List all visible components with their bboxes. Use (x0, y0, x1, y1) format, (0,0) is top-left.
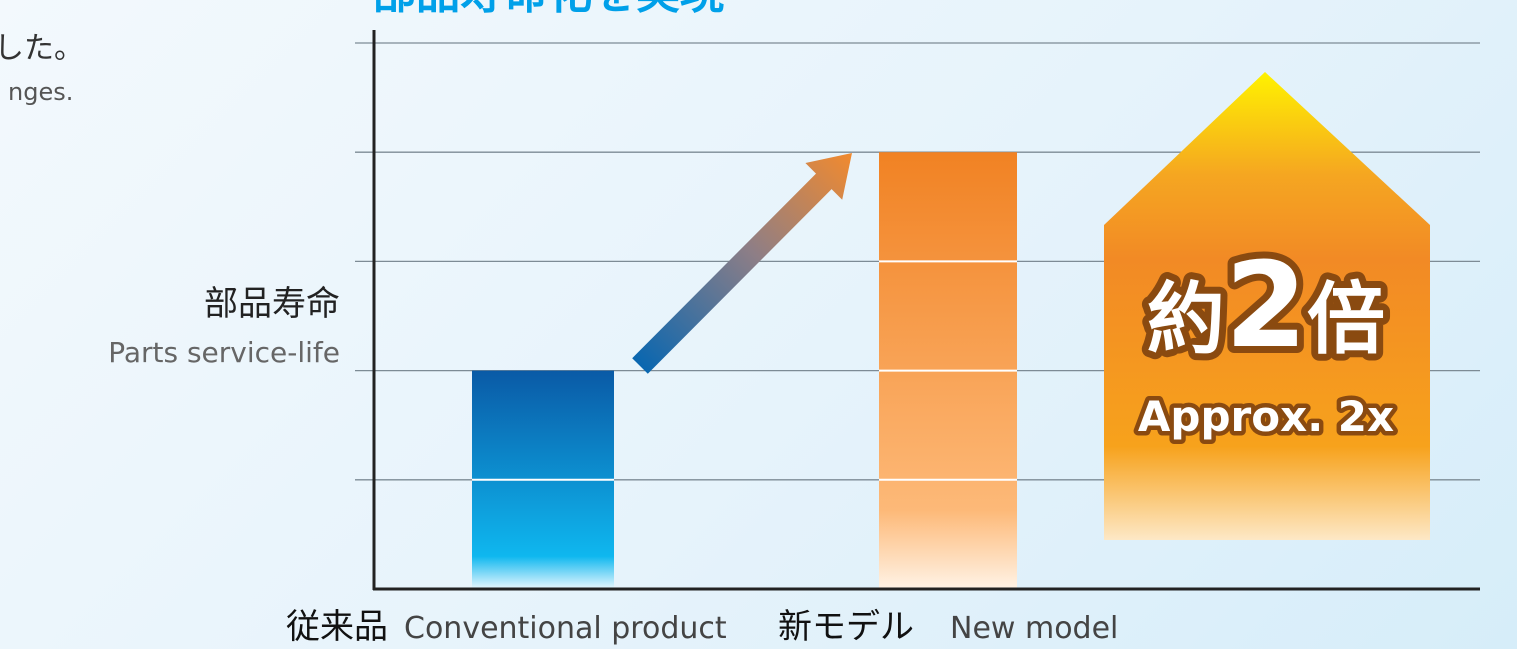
badge-sub-text: Approx. 2x (1138, 392, 1394, 441)
caption-jp-fragment: した。 (0, 31, 84, 66)
category-label-conventional-jp: 従来品 (286, 607, 388, 647)
badge-main-prefix: 約 (1147, 275, 1225, 365)
y-axis-label-en: Parts service-life (108, 336, 340, 369)
y-axis-label-jp: 部品寿命 (204, 284, 340, 324)
category-label-new-model-en: New model (950, 611, 1118, 646)
badge-main-suffix: 倍 (1307, 275, 1385, 365)
x-axis-labels: 従来品 Conventional product 新モデル New model (286, 607, 1118, 647)
category-label-new-model-jp: 新モデル (778, 607, 914, 647)
badge-main-number: 2 (1225, 236, 1307, 374)
approx-2x-badge: 約2倍 Approx. 2x (1104, 72, 1430, 540)
caption-en-fragment: nges. (8, 78, 73, 106)
growth-arrow (632, 153, 852, 374)
category-label-conventional-en: Conventional product (404, 611, 727, 646)
chart-title-fragment: 部品寿命化を実現 (372, 0, 724, 19)
